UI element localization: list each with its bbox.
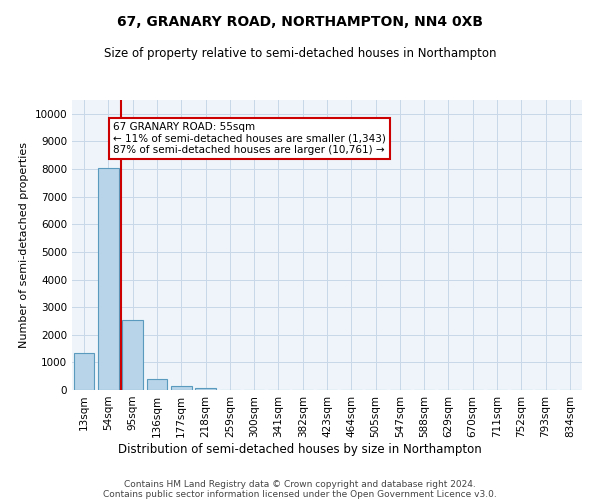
Bar (122, 320, 143, 390)
Bar (74, 354, 94, 390)
Text: Contains public sector information licensed under the Open Government Licence v3: Contains public sector information licen… (103, 490, 497, 499)
Text: Size of property relative to semi-detached houses in Northampton: Size of property relative to semi-detach… (104, 48, 496, 60)
Text: Distribution of semi-detached houses by size in Northampton: Distribution of semi-detached houses by … (118, 442, 482, 456)
Text: 67, GRANARY ROAD, NORTHAMPTON, NN4 0XB: 67, GRANARY ROAD, NORTHAMPTON, NN4 0XB (117, 15, 483, 29)
Bar (195, 388, 216, 390)
Bar (98, 168, 119, 390)
Y-axis label: Number of semi-detached properties: Number of semi-detached properties (19, 142, 29, 348)
Bar (171, 386, 191, 390)
Text: 67 GRANARY ROAD: 55sqm
← 11% of semi-detached houses are smaller (1,343)
87% of : 67 GRANARY ROAD: 55sqm ← 11% of semi-det… (113, 122, 386, 156)
Text: Contains HM Land Registry data © Crown copyright and database right 2024.: Contains HM Land Registry data © Crown c… (124, 480, 476, 489)
Bar (146, 379, 167, 390)
